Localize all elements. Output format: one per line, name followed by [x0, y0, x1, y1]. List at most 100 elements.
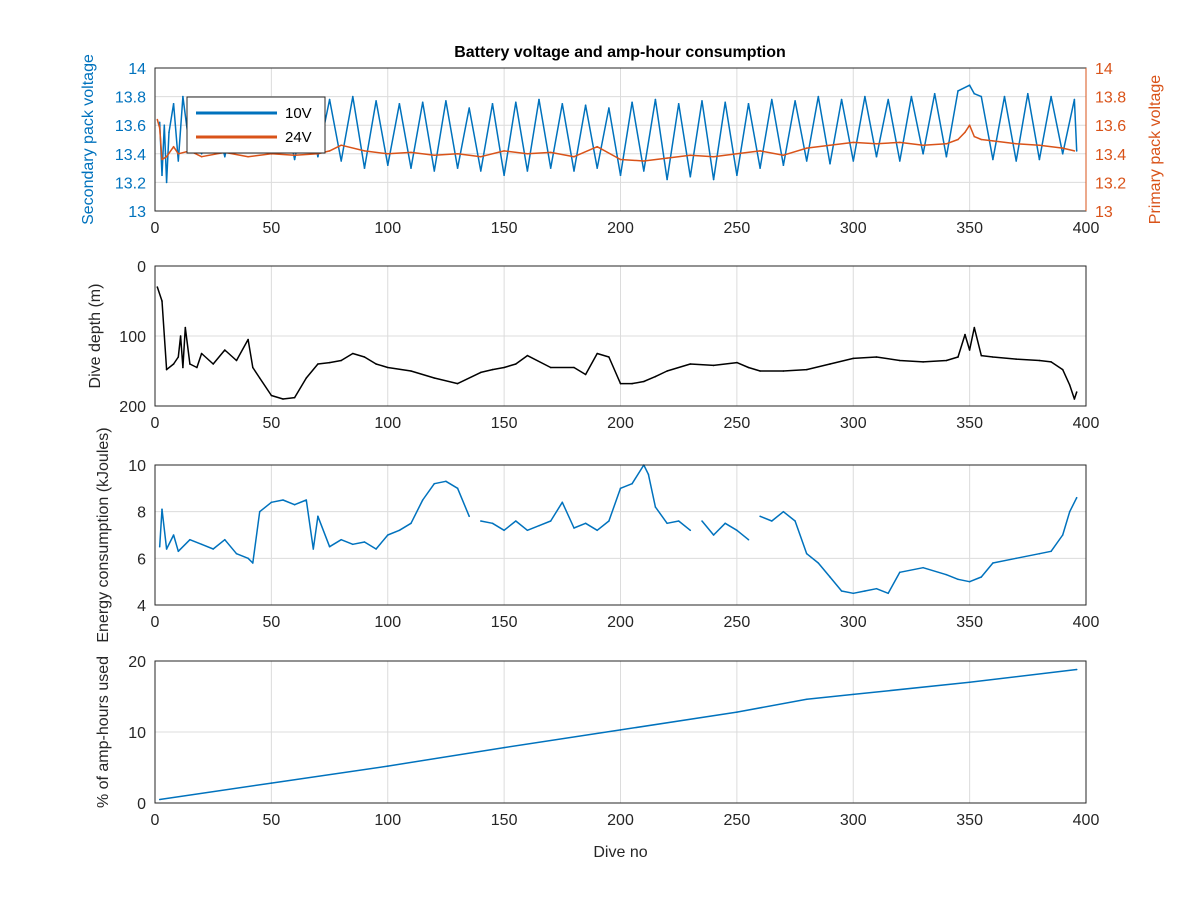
x-tick-label: 150	[491, 220, 518, 237]
axes-frame	[154, 265, 1087, 407]
data-point	[491, 103, 494, 105]
data-point	[503, 529, 505, 532]
data-point	[340, 359, 343, 362]
data-point	[312, 548, 315, 550]
data-point	[608, 356, 610, 358]
data-point	[1061, 534, 1064, 536]
data-point	[515, 101, 517, 104]
data-point	[968, 580, 971, 583]
y-tick-label: 13	[128, 204, 146, 221]
x-tick-label: 100	[374, 220, 401, 237]
data-point	[363, 541, 366, 543]
data-point	[689, 175, 692, 178]
data-point	[172, 103, 175, 105]
data-point	[421, 101, 424, 104]
data-point	[852, 141, 855, 144]
data-point	[933, 92, 936, 95]
data-point	[887, 98, 889, 101]
x-tick-label: 250	[724, 415, 751, 432]
x-tick-label: 0	[151, 614, 160, 631]
data-point	[293, 503, 296, 506]
data-point	[189, 538, 191, 541]
data-point	[224, 538, 226, 541]
x-tick-label: 400	[1073, 812, 1100, 829]
data-point	[875, 587, 878, 590]
data-point	[158, 121, 161, 124]
y-right-tick-label: 13.4	[1095, 147, 1126, 164]
data-point	[957, 578, 959, 581]
data-point	[631, 482, 633, 485]
data-point	[840, 590, 843, 592]
x-tick-label: 150	[491, 614, 518, 631]
data-point	[736, 153, 738, 155]
data-point	[172, 363, 175, 365]
data-point	[1068, 384, 1071, 386]
data-point	[782, 154, 785, 156]
data-point	[549, 151, 552, 154]
data-point	[747, 538, 750, 541]
data-point	[1038, 359, 1041, 362]
data-point	[596, 529, 598, 532]
x-tick-label: 300	[840, 220, 867, 237]
data-point	[177, 160, 180, 162]
data-point	[677, 520, 680, 522]
data-point	[964, 333, 966, 336]
data-point	[317, 515, 319, 518]
data-point	[584, 104, 587, 106]
data-point	[387, 164, 389, 166]
data-point	[526, 153, 529, 155]
x-tick-label: 300	[840, 812, 867, 829]
data-point	[666, 522, 668, 525]
data-point	[480, 170, 482, 172]
data-point	[852, 693, 855, 696]
data-point	[480, 371, 482, 374]
data-point	[689, 363, 692, 365]
y-tick-label: 13.2	[115, 175, 146, 192]
data-point	[282, 499, 284, 501]
x-tick-label: 350	[956, 614, 983, 631]
data-point	[992, 158, 994, 161]
data-point	[973, 326, 976, 329]
data-point	[747, 366, 750, 369]
data-point	[980, 576, 983, 578]
data-point	[247, 338, 249, 341]
data-point	[456, 167, 459, 169]
x-tick-label: 400	[1073, 614, 1100, 631]
legend-label-24V: 24V	[285, 129, 312, 146]
data-point	[468, 107, 471, 109]
data-point	[293, 158, 296, 161]
data-point	[200, 543, 203, 546]
data-point	[177, 153, 180, 155]
data-point	[829, 163, 831, 165]
data-point	[352, 543, 354, 546]
data-point	[1015, 557, 1017, 560]
data-point	[584, 522, 587, 525]
data-point	[456, 382, 459, 385]
data-point	[433, 482, 436, 485]
data-point	[549, 520, 552, 522]
x-tick-label: 200	[607, 415, 634, 432]
data-point	[258, 377, 261, 379]
data-point	[584, 373, 587, 376]
data-point	[398, 103, 401, 105]
data-point	[712, 534, 715, 536]
data-point	[538, 524, 540, 527]
data-point	[596, 167, 598, 169]
data-point	[375, 548, 377, 550]
data-point	[212, 548, 214, 550]
data-point	[456, 487, 459, 490]
series-line-2	[480, 464, 691, 532]
data-point	[445, 100, 447, 102]
series-line-1	[159, 668, 1077, 801]
data-point	[491, 368, 494, 371]
data-point	[794, 520, 796, 522]
data-point	[561, 103, 564, 105]
data-point	[759, 515, 761, 518]
data-point	[1038, 144, 1041, 146]
data-point	[980, 354, 983, 357]
data-point	[712, 364, 715, 367]
data-point	[724, 522, 726, 525]
data-point	[759, 167, 761, 169]
data-point	[643, 170, 645, 172]
